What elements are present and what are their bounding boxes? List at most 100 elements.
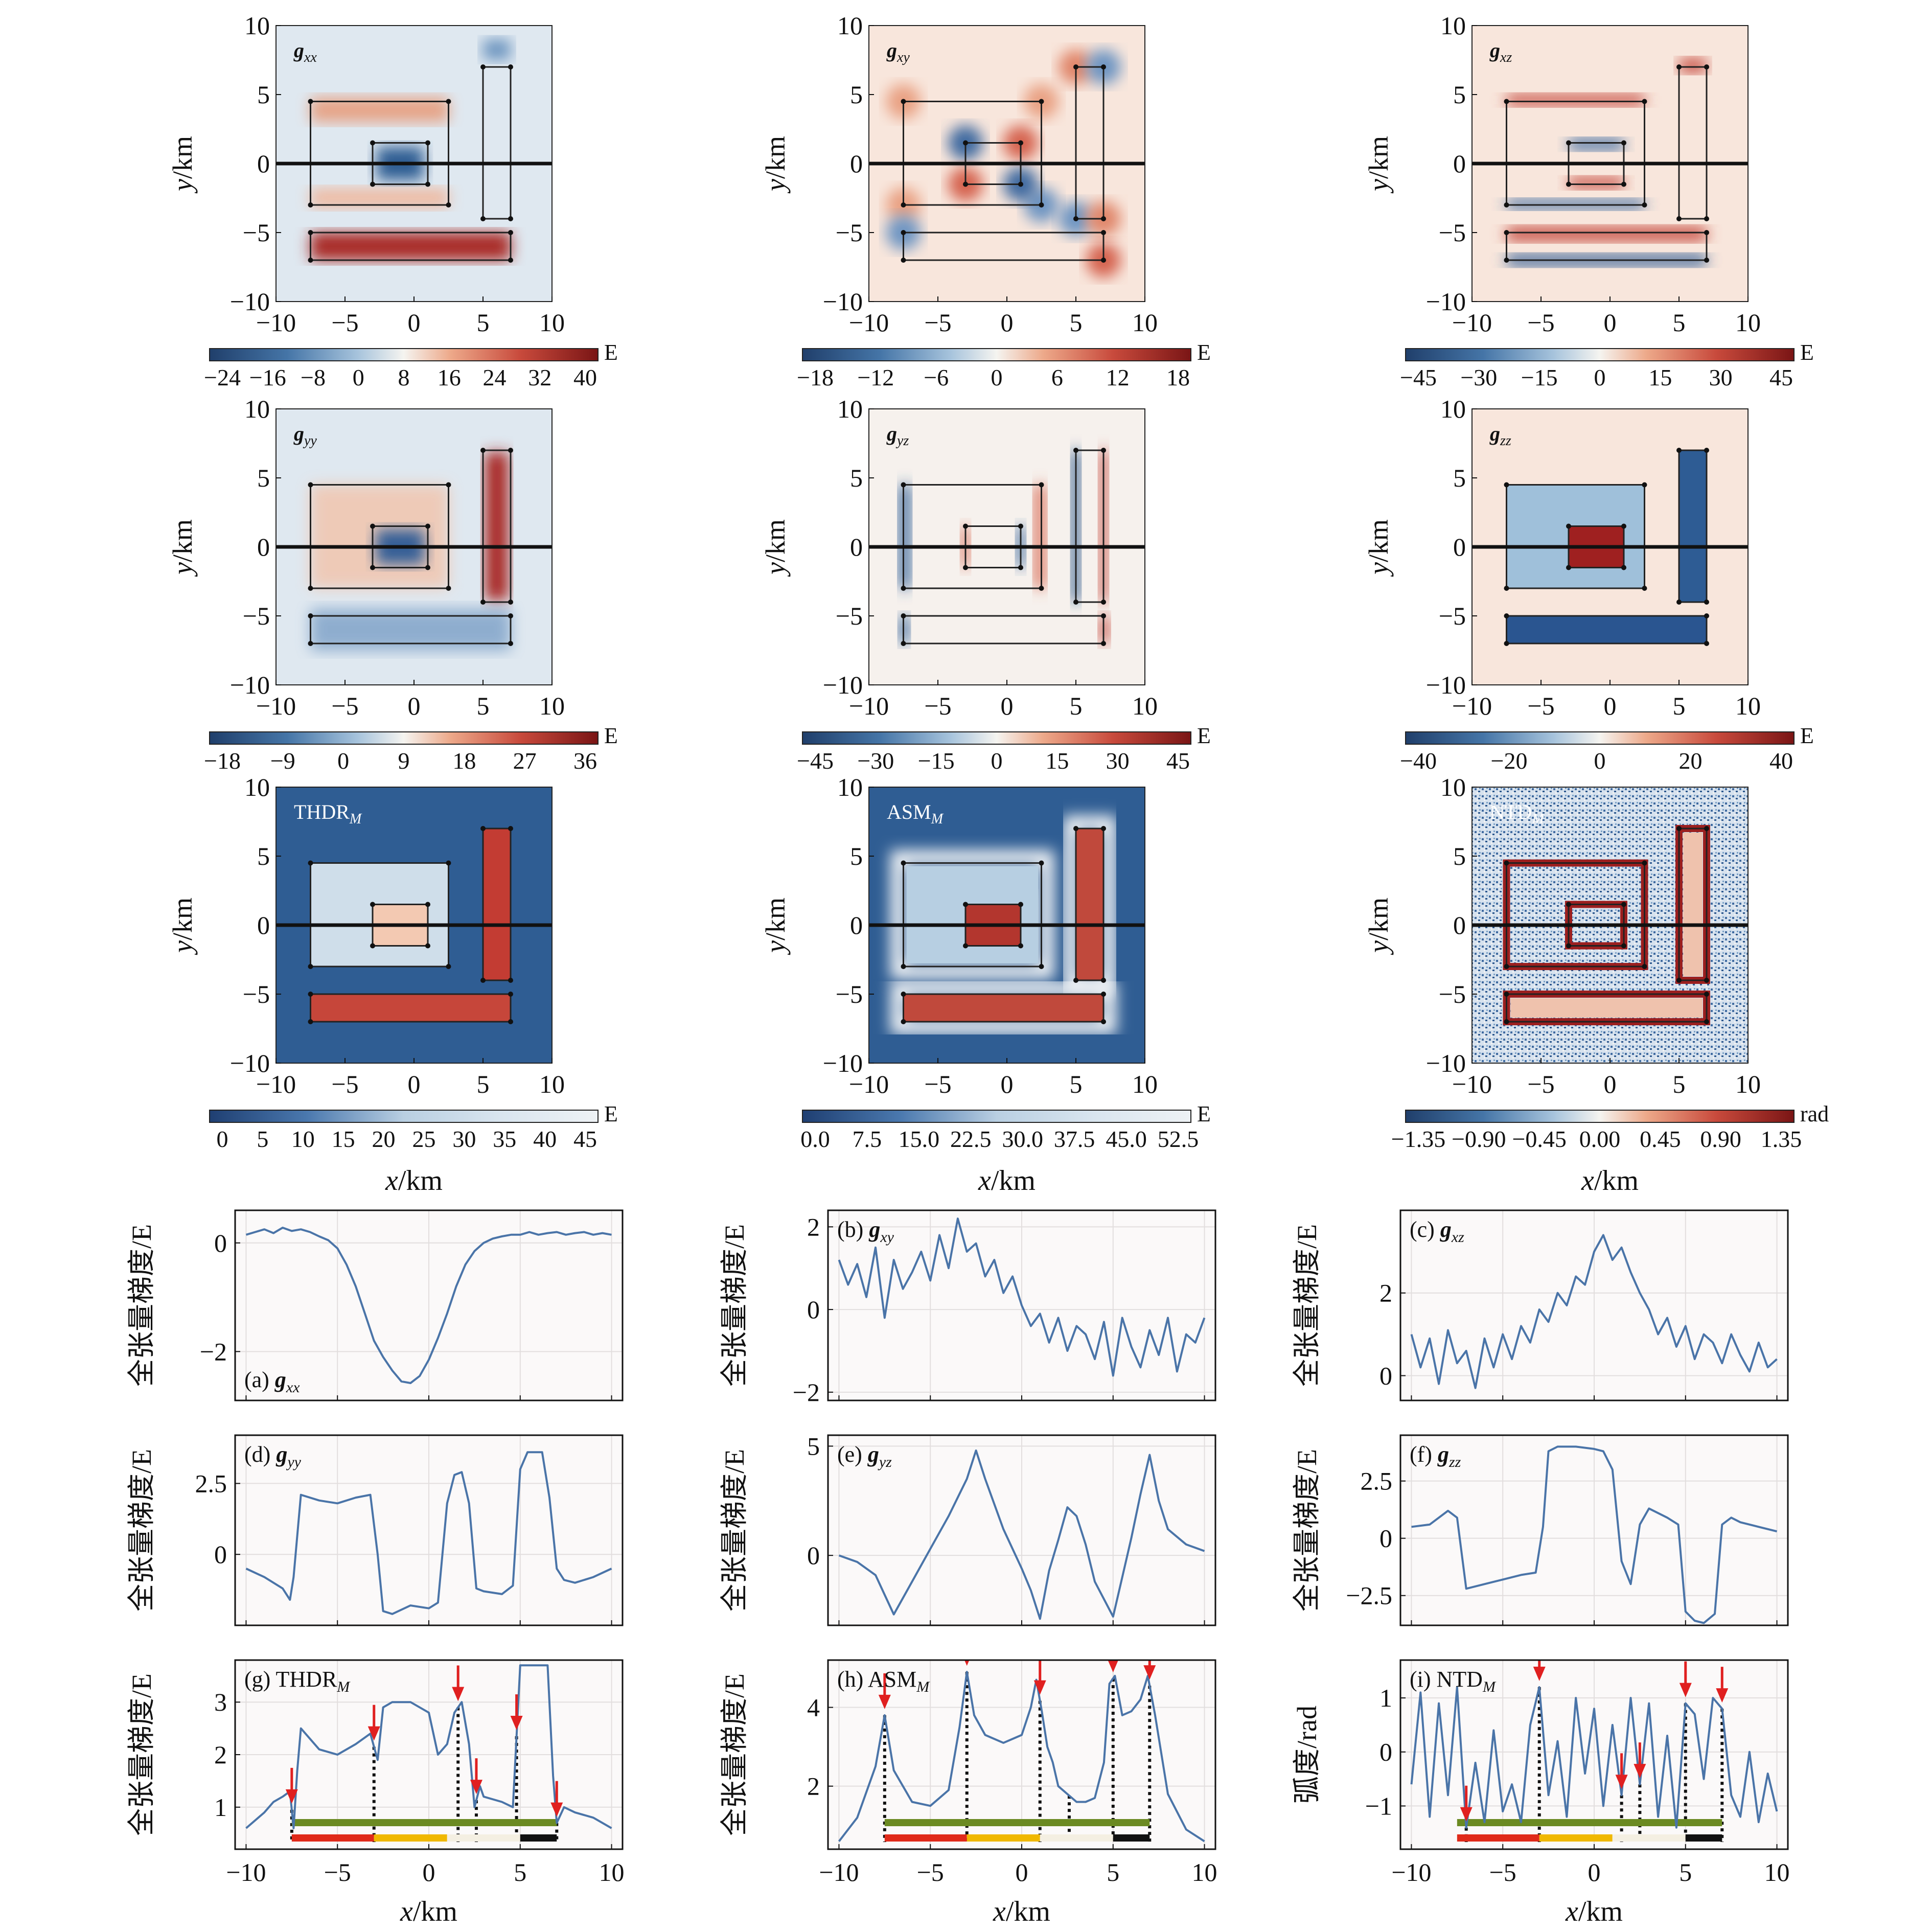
body-vertex — [1704, 978, 1709, 983]
body-vertex — [901, 202, 906, 208]
profile-line-i — [1410, 1686, 1778, 1829]
map-x-tick: 0 — [1001, 308, 1014, 337]
colorbar-unit: E — [1800, 340, 1814, 365]
body-vertex — [446, 586, 451, 591]
map-x-tick: 5 — [477, 692, 490, 720]
colorbar-tick: 40 — [533, 1126, 557, 1152]
colorbar-tick: 0 — [1594, 748, 1606, 774]
body-vertex — [1676, 826, 1682, 831]
body-vertex — [1504, 586, 1509, 591]
body-vertex — [1621, 140, 1626, 146]
colorbar-tick: −30 — [1460, 364, 1497, 390]
colorbar-tick: 6 — [1051, 364, 1063, 390]
body-vertex — [508, 230, 513, 235]
map-y-tick: 5 — [257, 842, 270, 870]
body-outline-bottom-bar — [903, 615, 1105, 645]
colorbar-tick: 30.0 — [1002, 1126, 1043, 1152]
map-x-tick: 5 — [477, 308, 490, 337]
body-vertex — [1621, 565, 1626, 570]
edge-arrow-head — [1634, 1764, 1646, 1779]
colorbar-tick: 18 — [1166, 364, 1190, 390]
map-y-tick: −10 — [230, 287, 270, 316]
gxz-right-top — [1679, 58, 1707, 73]
map-x-label: x/km — [1581, 1165, 1639, 1197]
colorbar-tick: 52.5 — [1158, 1126, 1199, 1152]
body-outline-bottom-bar — [1506, 232, 1708, 261]
profile-x-tick: 5 — [1679, 1858, 1692, 1887]
body-vertex — [1704, 826, 1709, 831]
colorbar-tick: 36 — [573, 748, 597, 774]
profile-y-tick: 0 — [807, 1295, 820, 1324]
profile-line-e — [838, 1449, 1205, 1620]
body-vertex — [963, 902, 968, 907]
body-vertex — [480, 826, 486, 831]
map-x-tick: 0 — [408, 692, 421, 720]
colorbar-tick: 8 — [398, 364, 410, 390]
gxz-center-bottom — [1569, 177, 1624, 189]
asm-halo — [890, 850, 1054, 979]
colorbar-gzz — [1405, 731, 1795, 745]
body-vertex — [901, 964, 906, 969]
gxz-top — [1506, 95, 1645, 106]
body-vertex — [963, 523, 968, 529]
body-vertex — [1704, 448, 1709, 453]
body-vertex — [308, 258, 313, 263]
map-y-label: y/km — [760, 136, 791, 194]
body-vertex — [508, 826, 513, 831]
body-vertex — [1101, 641, 1106, 646]
body-outline-right-bar — [1678, 449, 1708, 603]
edge-arrow-head — [964, 1660, 970, 1666]
colorbar-tick: 0 — [991, 748, 1003, 774]
colorbar-unit: E — [1800, 723, 1814, 748]
map-y-tick: −10 — [823, 671, 863, 699]
body-vertex — [901, 1019, 906, 1024]
body-vertex — [1504, 641, 1509, 646]
body-outline-bottom-bar — [903, 232, 1105, 261]
profile-y-tick: 2 — [214, 1740, 227, 1769]
gxz-bottom-top — [1506, 227, 1707, 241]
map-y-tick: −5 — [836, 218, 863, 247]
map-x-tick: 5 — [1070, 1070, 1083, 1098]
body-vertex — [1642, 586, 1647, 591]
body-vertex — [425, 181, 430, 187]
body-outline-large-frame — [903, 101, 1042, 206]
body-vertex — [1101, 978, 1106, 983]
profile-y-label: 弧度/rad — [1292, 1706, 1322, 1804]
panel-label-c: (c) gxz — [1410, 1217, 1464, 1246]
map-y-tick: −5 — [243, 980, 270, 1008]
body-vertex — [1642, 860, 1647, 866]
colorbar-tick: 0 — [353, 364, 364, 390]
body-vertex — [1566, 943, 1571, 949]
body-outline-bottom-bar — [1506, 615, 1708, 645]
map-y-tick: 0 — [850, 149, 863, 178]
edge-arrow-head — [1460, 1807, 1473, 1822]
body-vertex — [1642, 482, 1647, 488]
colorbar-tick: −9 — [270, 748, 295, 774]
panel-label-e: (e) gyz — [837, 1442, 892, 1470]
body-vertex — [308, 613, 313, 618]
map-panel-gyz: gyz −10−10 −5 −5 0 0 5 5 10 10 y/km −45 −30 −15 0 15 30 4… — [760, 395, 1211, 774]
map-x-label: x/km — [978, 1165, 1036, 1197]
colorbar-tick: 18 — [452, 748, 476, 774]
asm-halo — [890, 981, 1116, 1034]
body-vertex — [1018, 902, 1023, 907]
map-x-tick: −10 — [849, 692, 889, 720]
colorbar-tick: 35 — [493, 1126, 516, 1152]
colorbar-tick: 0 — [337, 748, 349, 774]
body-vertex — [480, 600, 486, 605]
panel-label-d: (d) gyy — [244, 1442, 302, 1470]
body-vertex — [308, 1019, 313, 1024]
map-x-tick: 0 — [408, 1070, 421, 1098]
map-x-tick: −5 — [924, 692, 951, 720]
body-vertex — [425, 943, 430, 949]
map-label-gxy: gxy — [886, 39, 910, 65]
map-y-tick: −5 — [1439, 980, 1466, 1008]
colorbar-unit: E — [1197, 1101, 1211, 1126]
body-vertex — [1101, 613, 1106, 618]
map-x-tick: 10 — [539, 692, 565, 720]
profile-x-tick: 10 — [599, 1858, 625, 1887]
profile-x-tick: −10 — [819, 1858, 859, 1887]
body-vertex — [425, 523, 430, 529]
edge-arrow-head — [452, 1687, 465, 1701]
